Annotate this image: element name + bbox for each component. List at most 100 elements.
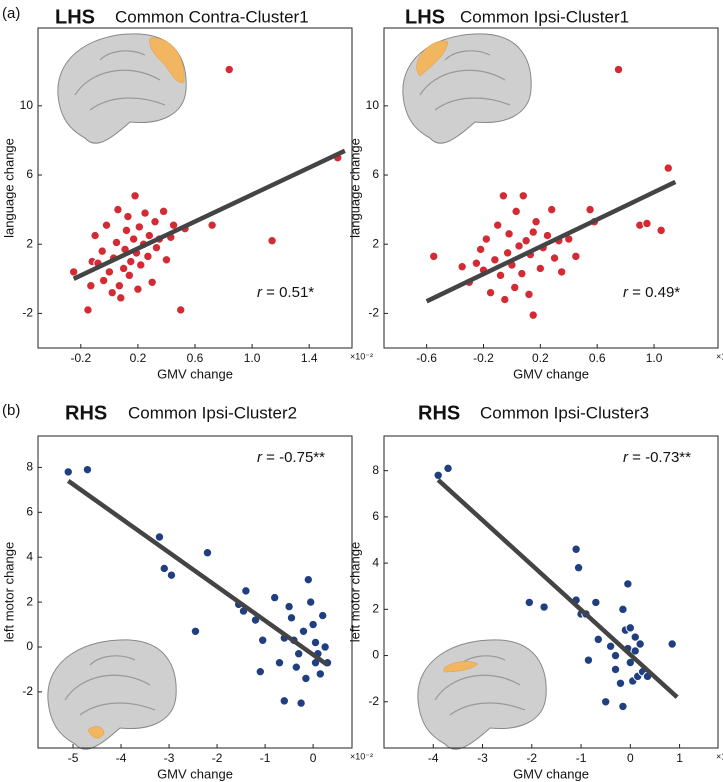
data-point: [605, 641, 616, 652]
data-point: [301, 673, 311, 684]
data-point: [161, 255, 172, 265]
data-point: [113, 204, 123, 215]
r-symbol: r: [257, 449, 263, 466]
data-point: [517, 268, 527, 279]
data-point: [126, 256, 136, 267]
fit-line: [72, 148, 346, 281]
data-point: [528, 310, 538, 320]
data-point: [471, 258, 482, 268]
data-point: [114, 281, 125, 291]
data-point: [128, 234, 139, 244]
fit-line: [436, 478, 679, 699]
data-point: [542, 230, 553, 241]
data-point: [298, 626, 309, 636]
data-point: [585, 204, 595, 215]
plot-frame: [383, 27, 719, 349]
x-tick-label: -0.6: [416, 351, 437, 365]
x-tick-label: 0: [310, 751, 317, 765]
x-tick-label: 0.2: [130, 351, 147, 365]
x-tick-label: -5: [68, 751, 79, 765]
x-axis-label: GMV change: [157, 366, 233, 381]
data-point: [493, 220, 503, 230]
data-point: [296, 698, 306, 708]
data-point: [320, 642, 330, 652]
data-point: [97, 246, 107, 256]
data-point: [241, 586, 251, 596]
data-point: [600, 697, 611, 707]
data-point: [510, 282, 520, 293]
y-axis-label: language change: [347, 138, 362, 238]
data-point: [166, 570, 177, 580]
data-point: [121, 225, 132, 236]
y-tick-label: 6: [26, 504, 33, 518]
data-point: [151, 242, 162, 253]
data-point: [68, 267, 79, 277]
data-point: [83, 305, 93, 315]
y-tick-label: 0: [372, 648, 379, 662]
y-tick-label: 6: [372, 509, 379, 523]
data-point: [571, 251, 581, 262]
data-point: [583, 655, 594, 665]
y-tick-label: 2: [372, 236, 379, 250]
y-axis-label: left motor change: [347, 542, 362, 642]
x-tick-label: 0.6: [187, 351, 204, 365]
hemisphere-label: RHS: [418, 402, 460, 424]
x-tick-label: -1: [260, 751, 271, 765]
data-point: [144, 230, 155, 241]
x-tick-label: -2: [526, 751, 537, 765]
data-point: [274, 658, 285, 668]
data-point: [571, 544, 581, 554]
data-point: [475, 244, 486, 255]
data-point: [549, 253, 560, 263]
data-point: [625, 657, 636, 668]
data-point: [286, 613, 297, 623]
data-point: [500, 294, 510, 305]
data-point: [610, 650, 621, 661]
data-point: [429, 251, 439, 262]
x-tick-label: -3: [477, 751, 488, 765]
data-point: [630, 632, 640, 642]
data-point: [547, 204, 557, 215]
data-point: [224, 64, 234, 75]
panel-label: (b): [2, 402, 20, 419]
data-point: [514, 241, 524, 251]
brain-image: [417, 639, 547, 750]
data-point: [433, 470, 443, 480]
data-point: [123, 211, 133, 222]
data-point: [495, 270, 506, 281]
hemisphere-label: LHS: [55, 6, 95, 28]
data-point: [133, 284, 143, 294]
y-axis-label: language change: [1, 138, 16, 238]
data-point: [154, 532, 165, 542]
r-symbol: r: [257, 284, 263, 301]
data-point: [618, 604, 628, 615]
brain-image: [402, 33, 532, 144]
plot-frame: [37, 435, 353, 749]
data-point: [279, 696, 290, 706]
y-tick-label: 10: [20, 98, 34, 112]
fit-line: [425, 179, 677, 304]
x-tick-label: -4: [116, 751, 127, 765]
data-point: [118, 263, 129, 274]
r-symbol: r: [623, 284, 629, 301]
data-point: [306, 597, 316, 607]
data-point: [176, 305, 186, 315]
x-tick-label: -3: [164, 751, 175, 765]
y-tick-label: 8: [372, 463, 379, 477]
data-point: [147, 277, 157, 287]
data-point: [504, 229, 514, 239]
plot-title: Common Ipsi-Cluster1: [460, 7, 629, 26]
data-point: [255, 666, 265, 677]
data-point: [310, 637, 321, 648]
x-tick-label: 0.2: [532, 351, 549, 365]
y-tick-label: 2: [372, 602, 379, 616]
data-point: [82, 464, 93, 475]
x-tick-label: 1.0: [646, 351, 663, 365]
data-point: [613, 64, 624, 75]
y-tick-label: 2: [26, 594, 33, 608]
data-point: [143, 251, 153, 262]
data-point: [615, 678, 626, 688]
r-value: = -0.73**: [628, 449, 691, 466]
data-point: [591, 597, 601, 608]
data-point: [86, 281, 96, 291]
